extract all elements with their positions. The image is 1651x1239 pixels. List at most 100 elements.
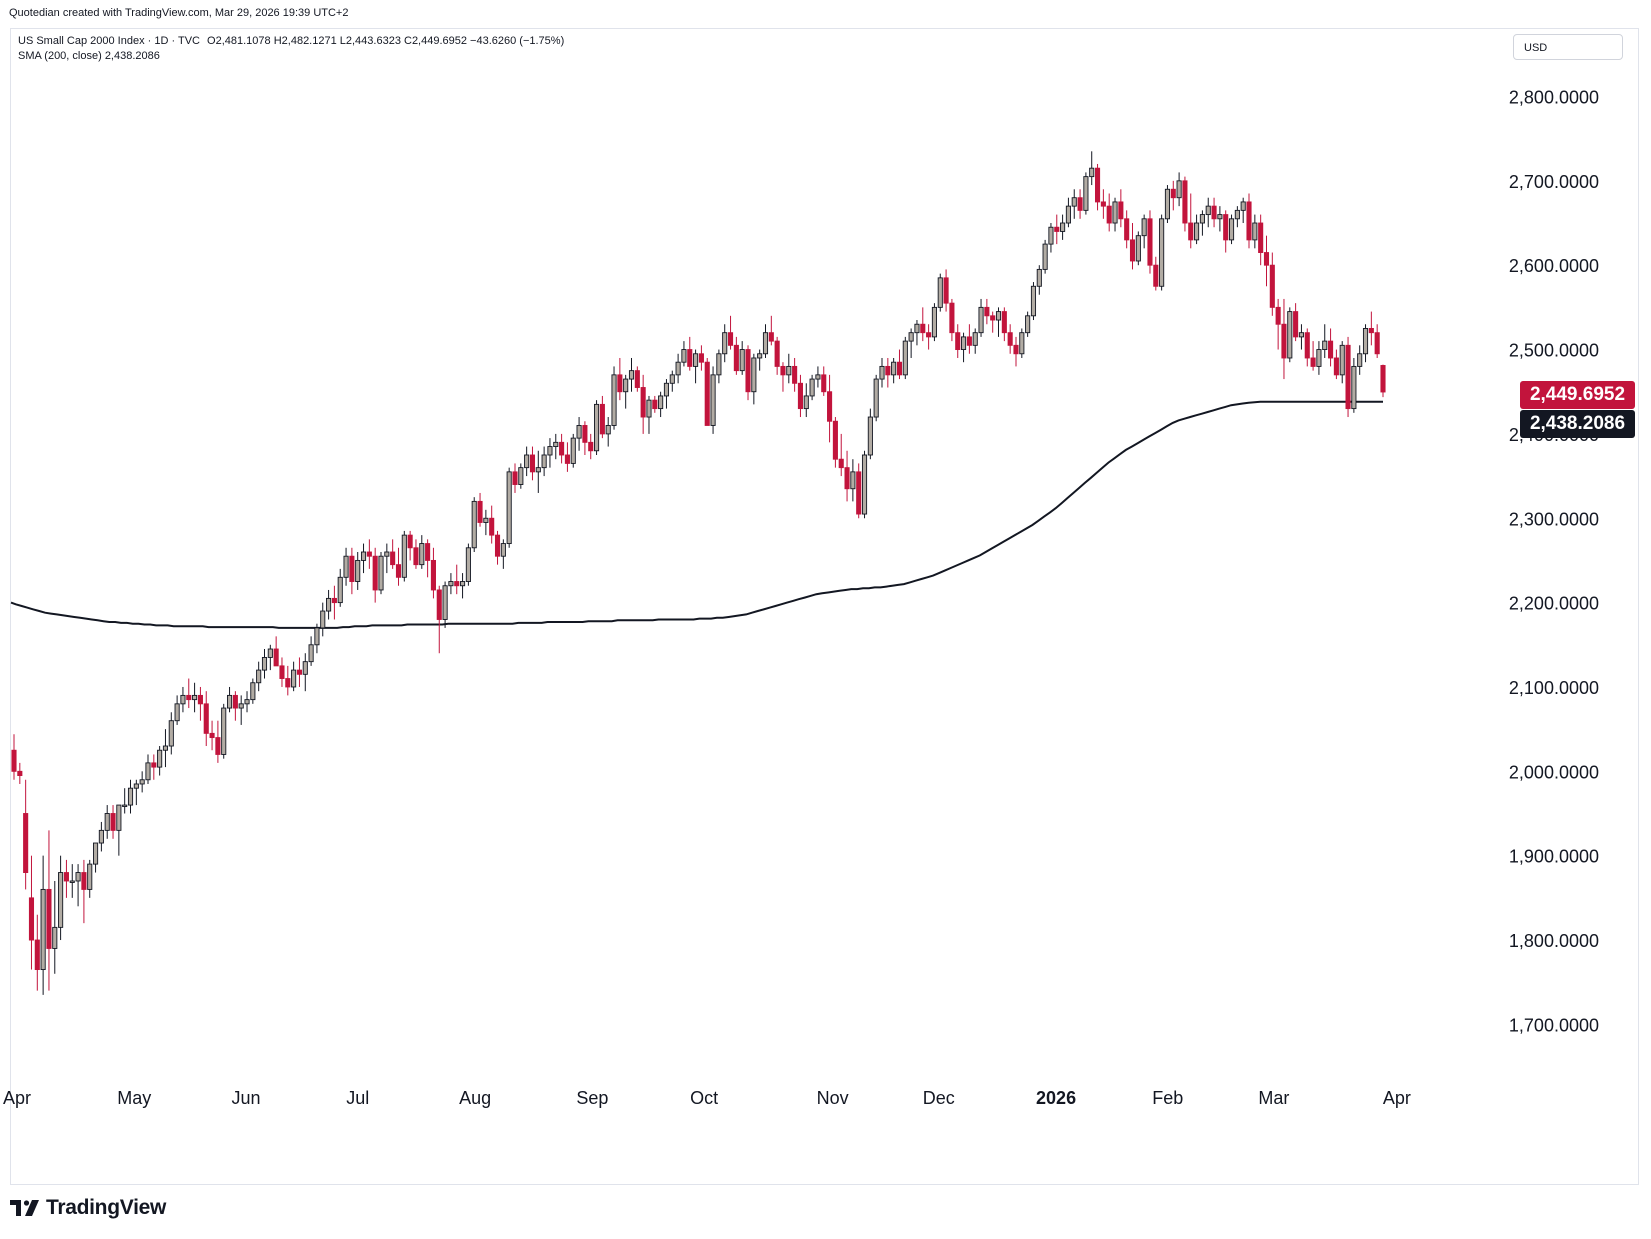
candle bbox=[349, 547, 355, 595]
candle-body bbox=[285, 678, 291, 688]
candle-body bbox=[955, 332, 961, 350]
candle bbox=[838, 433, 844, 477]
legend-ohlc: O2,481.1078 H2,482.1271 L2,443.6323 C2,4… bbox=[207, 35, 565, 47]
candle-body bbox=[1293, 311, 1299, 338]
candle-body bbox=[669, 374, 675, 384]
candle bbox=[512, 463, 518, 493]
candle bbox=[1368, 311, 1374, 346]
candle bbox=[1351, 357, 1357, 413]
candle-body bbox=[133, 783, 139, 789]
candle bbox=[803, 383, 809, 418]
candle bbox=[669, 370, 675, 392]
candle-body bbox=[687, 349, 693, 367]
candle-body bbox=[215, 737, 221, 755]
candle bbox=[693, 349, 699, 384]
candle-body bbox=[885, 365, 891, 376]
candle-body bbox=[926, 332, 932, 338]
candle-body bbox=[850, 471, 856, 490]
y-tick-label: 2,300.0000 bbox=[1509, 509, 1599, 529]
candle-body bbox=[69, 880, 75, 883]
candle bbox=[827, 374, 833, 443]
series-legend: US Small Cap 2000 Index · 1D · TVC O2,48… bbox=[18, 34, 568, 64]
candle-body bbox=[879, 365, 885, 380]
candle bbox=[326, 589, 332, 620]
x-tick-label: 2026 bbox=[1036, 1088, 1076, 1108]
candle bbox=[972, 328, 978, 354]
candle-body bbox=[1048, 226, 1054, 245]
candle-body bbox=[652, 399, 658, 410]
candle bbox=[419, 535, 425, 569]
candle-body bbox=[320, 610, 326, 629]
candle bbox=[576, 417, 582, 451]
candle-body bbox=[349, 555, 355, 582]
candle bbox=[372, 547, 378, 603]
candle-body bbox=[273, 648, 279, 667]
tradingview-logo[interactable]: TradingView bbox=[10, 1196, 166, 1220]
candle bbox=[465, 543, 471, 586]
x-tick-label: Feb bbox=[1152, 1088, 1183, 1108]
candle bbox=[28, 855, 35, 970]
candle bbox=[63, 859, 69, 898]
candle bbox=[873, 374, 879, 422]
candle bbox=[1275, 298, 1281, 350]
candle bbox=[594, 400, 600, 455]
sma-price-tag: 2,438.2086 bbox=[1520, 410, 1635, 438]
last-price-tag: 2,449.6952 bbox=[1520, 381, 1635, 409]
candle-body bbox=[1129, 239, 1136, 262]
candle-body bbox=[226, 694, 233, 709]
candle-body bbox=[1362, 328, 1369, 355]
candle-body bbox=[168, 720, 174, 747]
candle-body bbox=[914, 323, 920, 334]
candle-body bbox=[663, 382, 670, 397]
candle bbox=[69, 864, 75, 898]
candle bbox=[11, 734, 17, 780]
candle-body bbox=[1234, 209, 1240, 220]
candle-body bbox=[739, 349, 745, 372]
candle-body bbox=[98, 829, 104, 844]
candle-body bbox=[698, 353, 704, 363]
candle-body bbox=[634, 370, 640, 388]
candle bbox=[506, 467, 512, 548]
candle-body bbox=[838, 458, 844, 469]
candle-body bbox=[180, 694, 186, 705]
candle-body bbox=[762, 332, 769, 355]
candle bbox=[139, 771, 145, 793]
candle-body bbox=[768, 332, 774, 342]
legend-indicator[interactable]: SMA (200, close) 2,438.2086 bbox=[18, 50, 160, 62]
candle bbox=[553, 433, 559, 460]
candle-body bbox=[407, 534, 413, 549]
legend-symbol[interactable]: US Small Cap 2000 Index · 1D · TVC bbox=[18, 35, 200, 47]
candle-body bbox=[46, 888, 52, 949]
candle-body bbox=[1246, 201, 1252, 241]
candle bbox=[937, 273, 943, 312]
candle-body bbox=[1182, 180, 1188, 224]
candle-body bbox=[1030, 285, 1037, 317]
candle-body bbox=[1351, 365, 1357, 410]
candle-body bbox=[58, 872, 64, 928]
candle-body bbox=[360, 551, 367, 561]
candle-body bbox=[564, 454, 570, 464]
candle bbox=[745, 345, 751, 401]
candle-body bbox=[122, 804, 128, 808]
candle bbox=[186, 678, 192, 709]
candle-body bbox=[658, 395, 664, 410]
candle bbox=[221, 703, 227, 759]
price-axis[interactable]: 2,800.0000 2,700.0000 2,600.0000 2,500.0000… bbox=[1509, 87, 1599, 1035]
time-axis[interactable]: Apr May Jun Jul Aug Sep Oct Nov Dec 2026 Feb Mar Apr bbox=[3, 1088, 1411, 1108]
candle-body bbox=[693, 353, 699, 367]
candle-body bbox=[460, 581, 466, 587]
candle-body bbox=[1374, 332, 1380, 355]
candle bbox=[1001, 307, 1007, 342]
candle bbox=[448, 573, 454, 595]
candle bbox=[17, 762, 23, 784]
candle-body bbox=[815, 374, 821, 380]
candle bbox=[1159, 214, 1165, 291]
x-tick-label: Aug bbox=[459, 1088, 491, 1108]
candle-body bbox=[1077, 197, 1083, 211]
candle bbox=[1263, 235, 1270, 287]
candle-body bbox=[1275, 306, 1281, 325]
currency-label[interactable]: USD bbox=[1513, 34, 1623, 60]
candle bbox=[302, 653, 308, 692]
candles-layer bbox=[11, 151, 1386, 995]
